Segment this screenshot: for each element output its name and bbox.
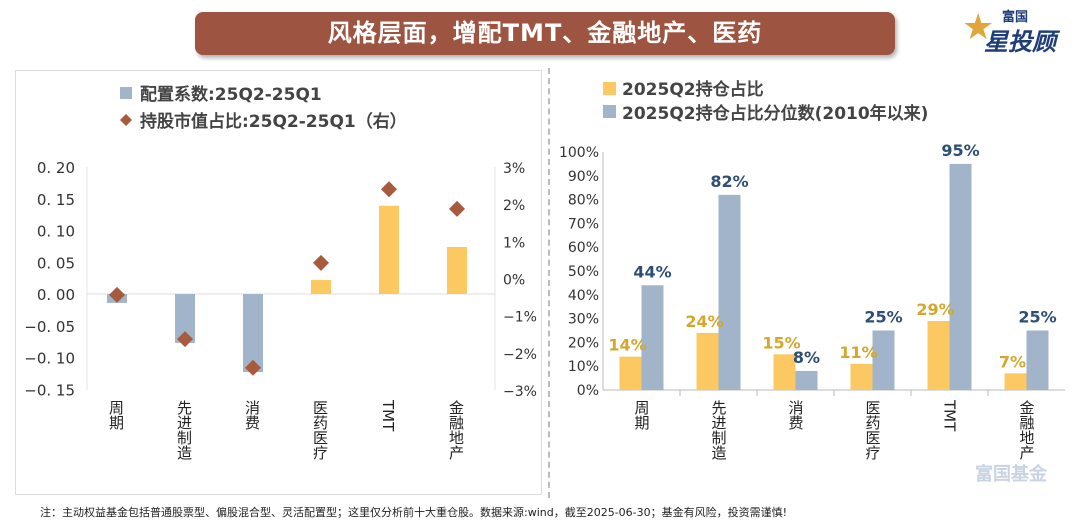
- x-tick-label: 先进制造: [710, 400, 728, 461]
- logo: ★ 富国 星投顾: [962, 4, 1072, 57]
- y-tick-left: −0. 05: [24, 318, 75, 336]
- legend-swatch-yellow: [603, 82, 616, 95]
- legend-swatch-diamond: [120, 114, 132, 126]
- x-tick-label: 医药医疗: [311, 400, 329, 461]
- x-tick-label: 消费: [243, 400, 261, 430]
- data-label: 25%: [864, 308, 902, 327]
- y-tick: 100%: [559, 145, 599, 161]
- y-tick-right: 3%: [503, 161, 525, 177]
- x-tick-label: 金融地产: [447, 400, 465, 460]
- diamond-marker: [177, 331, 193, 348]
- y-tick: 0%: [577, 383, 599, 399]
- logo-small: 富国: [1002, 10, 1029, 25]
- legend-swatch-blue: [603, 105, 616, 118]
- x-tick-label: TMT: [941, 399, 959, 432]
- data-label: 25%: [1018, 308, 1056, 327]
- x-tick-label: 金融地产: [1018, 400, 1036, 460]
- bar-allocation: [379, 205, 399, 294]
- bar-holding-share: [1004, 373, 1027, 390]
- bar-holding-percentile: [718, 194, 741, 390]
- y-tick: 60%: [568, 240, 599, 256]
- divider: [548, 68, 550, 498]
- bar-allocation: [447, 247, 467, 294]
- x-tick-label: 医药医疗: [864, 400, 882, 461]
- y-tick: 70%: [568, 216, 599, 232]
- diamond-marker: [109, 286, 125, 303]
- y-tick-left: 0. 10: [37, 223, 75, 241]
- bar-holding-share: [850, 363, 873, 390]
- bar-holding-share: [696, 332, 719, 390]
- data-label: 7%: [999, 352, 1026, 371]
- y-tick: 10%: [568, 359, 599, 375]
- diamond-marker: [381, 181, 397, 198]
- watermark: 富国基金: [975, 464, 1047, 485]
- y-tick-left: −0. 15: [24, 381, 75, 399]
- legend-label: 配置系数:25Q2-25Q1: [140, 84, 322, 105]
- legend-swatch-bar: [120, 87, 132, 99]
- y-tick-right: −3%: [503, 384, 537, 400]
- bar-holding-share: [773, 354, 796, 390]
- y-tick-right: −1%: [503, 310, 537, 326]
- x-tick-label: 先进制造: [175, 400, 193, 461]
- bar-holding-percentile: [1026, 330, 1049, 390]
- footnote: 注：主动权益基金包括普通股票型、偏股混合型、灵活配置型；这里仅分析前十大重仓股。…: [40, 506, 788, 519]
- x-tick-label: 消费: [787, 400, 805, 430]
- data-label: 15%: [762, 333, 800, 352]
- diamond-marker: [313, 254, 329, 271]
- diamond-marker: [449, 200, 465, 217]
- title-banner: 风格层面，增配TMT、金融地产、医药: [195, 12, 895, 55]
- legend-label: 2025Q2持仓占比: [622, 79, 764, 100]
- diamond-marker: [245, 359, 261, 376]
- bar-holding-share: [619, 356, 642, 390]
- y-tick-left: 0. 05: [37, 254, 75, 272]
- x-tick-label: TMT: [379, 399, 397, 432]
- legend-label: 2025Q2持仓占比分位数(2010年以来): [622, 103, 928, 124]
- logo-big: 星投顾: [984, 28, 1056, 56]
- y-tick: 20%: [568, 335, 599, 351]
- y-tick-left: 0. 20: [37, 159, 75, 177]
- y-tick-left: 0. 15: [37, 191, 75, 209]
- legend-label: 持股市值占比:25Q2-25Q1（右）: [140, 111, 407, 132]
- star-icon: ★: [962, 7, 995, 48]
- x-tick-label: 周期: [107, 400, 125, 431]
- y-tick-right: 2%: [503, 198, 525, 214]
- y-tick: 90%: [568, 169, 599, 185]
- bar-holding-share: [927, 320, 950, 390]
- y-tick: 50%: [568, 264, 599, 280]
- data-label: 14%: [608, 336, 646, 355]
- y-tick-right: 0%: [503, 273, 525, 289]
- bar-holding-percentile: [795, 370, 818, 390]
- bar-allocation: [311, 280, 331, 294]
- y-tick: 30%: [568, 312, 599, 328]
- y-tick: 40%: [568, 288, 599, 304]
- data-label: 95%: [941, 141, 979, 160]
- y-tick-left: 0. 00: [37, 286, 75, 304]
- y-tick-right: 1%: [503, 235, 525, 251]
- data-label: 29%: [916, 300, 954, 319]
- y-tick-right: −2%: [503, 347, 537, 363]
- data-label: 8%: [793, 348, 820, 367]
- bar-holding-percentile: [872, 330, 895, 390]
- data-label: 24%: [685, 312, 723, 331]
- y-tick: 80%: [568, 193, 599, 209]
- y-tick-left: −0. 10: [24, 350, 75, 368]
- left-panel: [15, 70, 542, 495]
- bar-holding-percentile: [641, 285, 664, 390]
- data-label: 44%: [633, 262, 671, 281]
- data-label: 82%: [710, 172, 748, 191]
- x-tick-label: 周期: [633, 400, 651, 431]
- bar-holding-percentile: [949, 163, 972, 390]
- bar-allocation: [175, 294, 195, 343]
- bar-allocation: [243, 294, 263, 373]
- data-label: 11%: [839, 343, 877, 362]
